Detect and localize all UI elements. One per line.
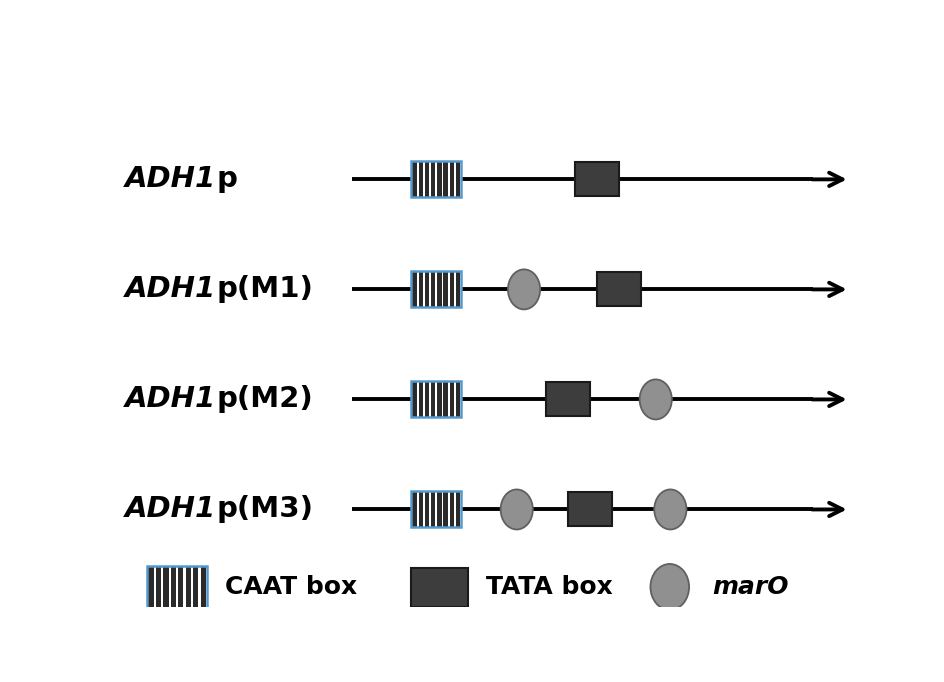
Bar [412,381,461,417]
Bar [156,566,161,608]
Bar [413,162,416,197]
Bar [425,162,430,197]
Bar [444,162,447,197]
Bar [418,492,423,527]
Bar [568,492,612,527]
Bar [412,381,461,417]
Text: ADH1: ADH1 [126,165,216,194]
Bar [449,492,454,527]
Bar [186,566,191,608]
Bar [437,162,442,197]
Bar [444,381,447,417]
Ellipse shape [650,564,689,610]
Bar [163,566,169,608]
Bar [444,271,447,308]
Ellipse shape [654,490,686,529]
Bar [412,162,461,197]
Bar [178,566,183,608]
Text: p(M3): p(M3) [216,495,313,524]
Ellipse shape [640,379,672,419]
Bar [171,566,176,608]
Bar [148,566,154,608]
Bar [194,566,198,608]
Bar [546,383,590,417]
Ellipse shape [508,269,540,310]
Ellipse shape [500,490,532,529]
Bar [449,271,454,308]
Bar [431,162,435,197]
Bar [412,271,461,308]
Bar [413,271,416,308]
Bar [412,271,461,308]
Bar [147,566,207,608]
Bar [437,492,442,527]
Bar [456,492,460,527]
Text: ADH1: ADH1 [126,495,216,524]
Text: CAAT box: CAAT box [226,575,358,599]
Bar [456,271,460,308]
Text: p(M1): p(M1) [216,276,313,303]
Text: p(M2): p(M2) [216,385,313,413]
Bar [449,381,454,417]
Bar [456,162,460,197]
Bar [412,492,461,527]
Bar [456,381,460,417]
Bar [411,568,467,608]
Bar [431,492,435,527]
Bar [437,381,442,417]
Text: TATA box: TATA box [486,575,613,599]
Bar [413,492,416,527]
Bar [418,381,423,417]
Text: ADH1: ADH1 [126,276,216,303]
Bar [575,162,619,196]
Bar [437,271,442,308]
Bar [412,492,461,527]
Bar [425,271,430,308]
Bar [412,162,461,197]
Bar [431,271,435,308]
Bar [431,381,435,417]
Bar [201,566,206,608]
Bar [598,272,641,306]
Bar [147,566,207,608]
Bar [425,492,430,527]
Bar [418,162,423,197]
Text: p: p [216,165,238,194]
Bar [425,381,430,417]
Text: marO: marO [713,575,789,599]
Text: ADH1: ADH1 [126,385,216,413]
Bar [418,271,423,308]
Bar [444,492,447,527]
Bar [413,381,416,417]
Bar [449,162,454,197]
